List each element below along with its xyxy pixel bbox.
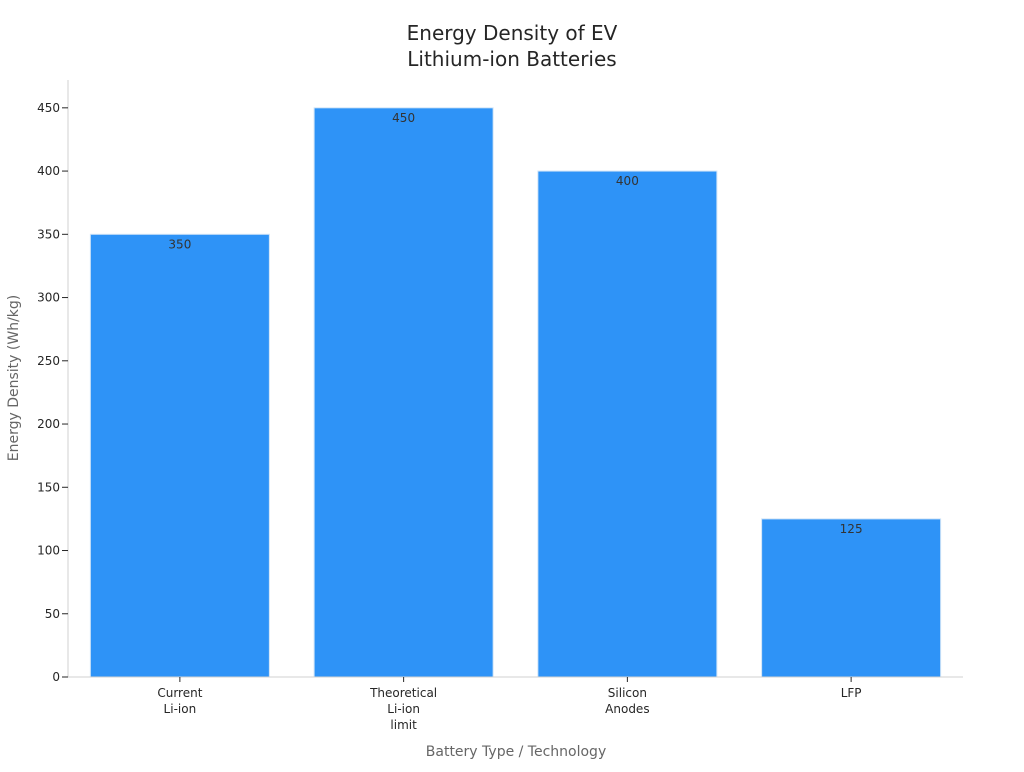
y-tick-label: 100 <box>37 544 60 558</box>
x-axis: Current Li-ion Theoretical Li-ion limit Silic… <box>68 676 963 732</box>
y-axis-label: Energy Density (Wh/kg) <box>6 295 22 462</box>
bar <box>537 170 718 678</box>
y-tick-label: 200 <box>37 417 60 431</box>
y-tick-label: 300 <box>37 291 60 305</box>
y-tick-label: 150 <box>37 480 60 494</box>
x-tick-label: Li-ion <box>164 702 197 716</box>
x-tick-label: Current <box>157 686 202 700</box>
x-tick-label: Anodes <box>605 702 649 716</box>
x-tick-label: Theoretical <box>369 686 437 700</box>
bar <box>761 518 942 678</box>
y-axis: 0 50 100 150 200 250 300 350 400 450 <box>37 80 69 684</box>
data-label: 125 <box>840 522 863 536</box>
y-tick-label: 450 <box>37 101 60 115</box>
chart-title-line: Lithium-ion Batteries <box>407 47 616 71</box>
plot-area: 350 450 400 125 <box>89 107 942 678</box>
y-tick-label: 350 <box>37 227 60 241</box>
data-label: 450 <box>392 111 415 125</box>
data-label: 400 <box>616 174 639 188</box>
data-label: 350 <box>168 237 191 251</box>
bar <box>313 107 494 678</box>
y-tick-label: 400 <box>37 164 60 178</box>
y-tick-label: 0 <box>52 670 60 684</box>
bar <box>89 233 270 678</box>
y-tick-label: 50 <box>45 607 60 621</box>
x-axis-label: Battery Type / Technology <box>426 744 606 760</box>
x-tick-label: LFP <box>841 686 862 700</box>
x-tick-label: Silicon <box>608 686 647 700</box>
x-tick-label: Li-ion <box>387 702 420 716</box>
y-tick-label: 250 <box>37 354 60 368</box>
x-tick-label: limit <box>390 718 417 732</box>
chart-title-line: Energy Density of EV <box>407 21 618 45</box>
